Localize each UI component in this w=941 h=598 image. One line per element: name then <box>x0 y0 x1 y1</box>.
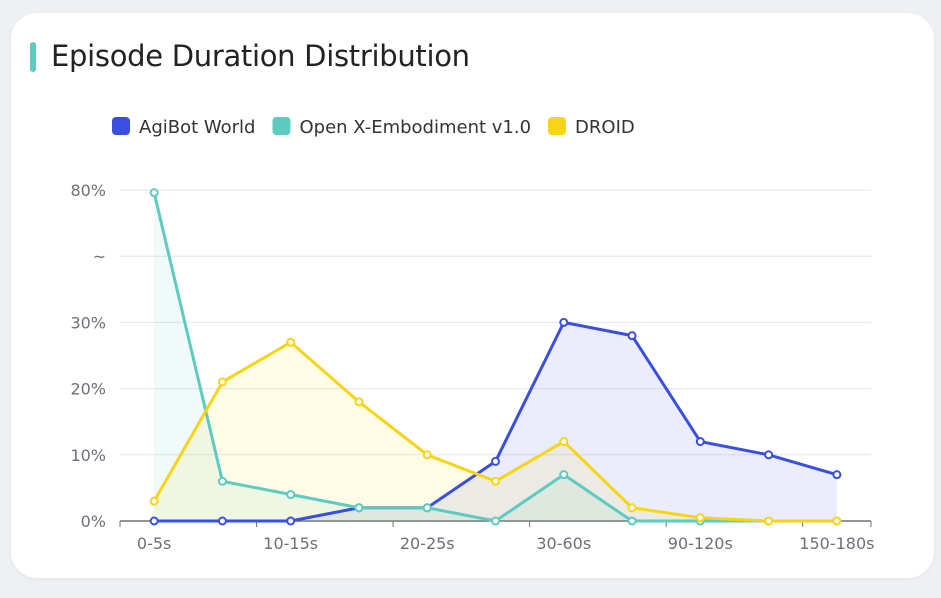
legend-item: Open X-Embodiment v1.0 <box>272 117 531 138</box>
x-tick-label: 10-15s <box>263 534 318 553</box>
data-point <box>217 516 227 526</box>
y-tick-label: 30% <box>70 313 106 332</box>
x-tick-label: 30-60s <box>536 534 591 553</box>
data-point <box>286 490 296 500</box>
legend-label: DROID <box>575 117 635 138</box>
y-tick-label: 0% <box>81 512 106 531</box>
legend-item: DROID <box>548 117 635 138</box>
x-tick-label: 90-120s <box>668 534 733 553</box>
y-tick-label: 80% <box>70 181 106 200</box>
x-tick-label: 0-5s <box>137 534 171 553</box>
data-point <box>286 337 296 347</box>
data-point <box>832 470 842 480</box>
data-point <box>764 516 774 526</box>
data-point <box>491 456 500 466</box>
data-point <box>422 503 432 513</box>
data-point <box>217 476 227 486</box>
x-tick-label: 20-25s <box>400 534 455 553</box>
chart-title: Episode Duration Distribution <box>51 39 470 73</box>
legend-swatch <box>272 117 291 135</box>
legend-item: AgiBot World <box>112 117 255 138</box>
data-point <box>149 496 159 506</box>
title-accent-bar <box>30 42 36 72</box>
data-point <box>695 437 705 447</box>
data-point <box>559 470 569 480</box>
data-point <box>627 331 637 341</box>
data-point <box>559 437 569 447</box>
data-point <box>422 450 432 460</box>
legend-swatch <box>548 117 567 135</box>
legend-label: AgiBot World <box>139 117 255 138</box>
series-area <box>154 342 837 521</box>
data-point <box>149 516 159 526</box>
data-point <box>559 317 569 327</box>
data-point <box>354 397 364 407</box>
data-point <box>695 513 705 523</box>
series-area <box>154 192 837 521</box>
data-point <box>832 516 842 526</box>
x-tick-label: 150-180s <box>799 534 874 553</box>
data-point <box>764 450 774 460</box>
data-point <box>627 503 637 513</box>
data-point <box>491 516 500 526</box>
legend-label: Open X-Embodiment v1.0 <box>299 117 531 138</box>
data-point <box>286 516 296 526</box>
series-area <box>154 322 837 521</box>
legend-swatch <box>112 117 130 135</box>
y-tick-label: 20% <box>70 380 106 399</box>
data-point <box>149 188 159 198</box>
data-point <box>491 476 500 486</box>
data-point <box>217 377 227 387</box>
y-tick-label: 10% <box>70 446 106 465</box>
data-point <box>627 516 637 526</box>
data-point <box>354 503 364 513</box>
y-tick-label: ~ <box>93 247 106 266</box>
